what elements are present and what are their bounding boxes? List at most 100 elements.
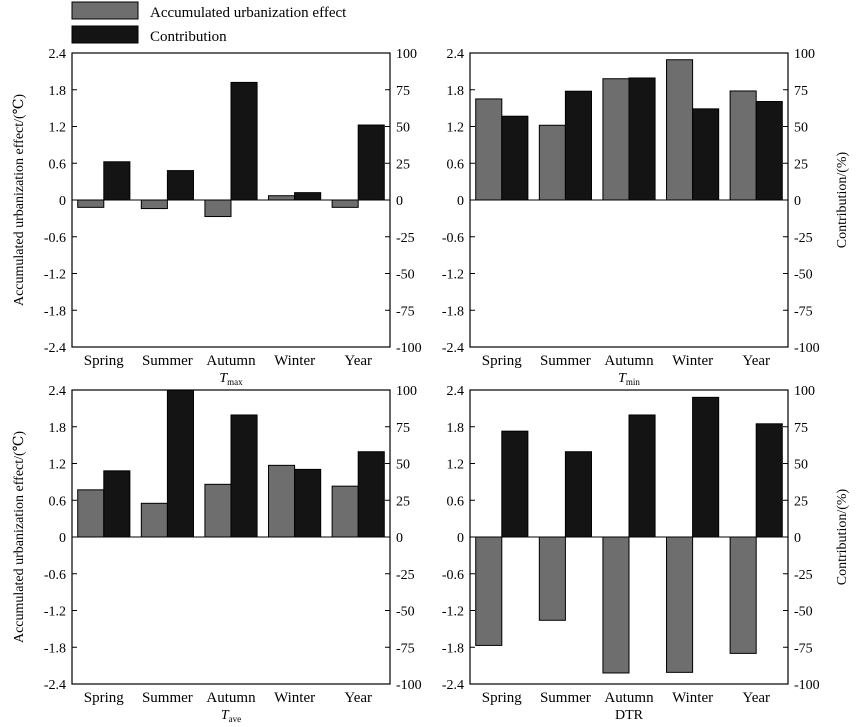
bar-urbanization-year: [729, 536, 757, 654]
right-tick-label: -100: [396, 341, 422, 356]
legend-label-contribution: Contribution: [150, 29, 227, 45]
category-label-summer: Summer: [142, 690, 193, 706]
category-label-spring: Spring: [84, 353, 125, 369]
right-tick-label: -75: [396, 304, 415, 319]
bar-urbanization-year: [331, 485, 359, 538]
bar-urbanization-spring: [77, 199, 105, 208]
right-tick-label: -25: [794, 231, 813, 246]
right-axis-title-bottom: Contribution/(%): [835, 488, 850, 585]
legend-label-urbanization-effect: Accumulated urbanization effect: [150, 5, 347, 21]
bar-contribution-winter: [692, 396, 720, 538]
left-tick-label: 2.4: [447, 384, 465, 399]
left-tick-label: -2.4: [442, 678, 464, 693]
bar-urbanization-year: [331, 199, 359, 208]
right-tick-label: -100: [794, 678, 820, 693]
bar-urbanization-summer: [140, 502, 168, 538]
legend-swatch-urbanization-effect: [71, 1, 139, 20]
bar-urbanization-spring: [77, 489, 105, 538]
right-tick-label: 75: [794, 421, 808, 436]
right-tick-label: -100: [794, 341, 820, 356]
left-axis-title-bottom: Accumulated urbanization effect/(℃): [12, 431, 27, 643]
category-label-winter: Winter: [672, 690, 713, 706]
left-tick-label: 0: [59, 194, 66, 209]
bar-contribution-autumn: [628, 414, 656, 538]
left-tick-label: 1.2: [447, 121, 465, 136]
category-label-year: Year: [344, 353, 372, 369]
right-tick-label: -75: [794, 304, 813, 319]
bar-contribution-autumn: [230, 414, 258, 538]
right-tick-label: 75: [794, 84, 808, 99]
bar-urbanization-winter: [268, 195, 296, 201]
right-tick-label: 0: [794, 531, 801, 546]
right-tick-label: 25: [396, 157, 410, 172]
right-tick-label: -100: [396, 678, 422, 693]
left-tick-label: 0: [59, 531, 66, 546]
category-label-spring: Spring: [482, 690, 523, 706]
right-tick-label: -50: [396, 605, 415, 620]
panel-dtr: 2.4 1.8 1.2 0.6 0 -0.6 -1.2 -1.8 -2.4 100 75 50 25 0 -…: [442, 384, 820, 723]
bar-contribution-summer: [564, 90, 592, 201]
bar-contribution-year: [755, 423, 783, 538]
category-label-autumn: Autumn: [206, 690, 256, 706]
right-tick-label: 100: [794, 47, 815, 62]
category-label-spring: Spring: [482, 353, 523, 369]
bar-contribution-spring: [501, 430, 529, 538]
legend: Accumulated urbanization effect Contribu…: [71, 1, 347, 45]
left-tick-label: 1.2: [49, 458, 67, 473]
left-tick-label: -1.8: [442, 641, 464, 656]
bar-contribution-summer: [166, 170, 194, 201]
left-tick-label: 0: [457, 531, 464, 546]
right-tick-label: 50: [396, 458, 410, 473]
bar-contribution-summer: [166, 389, 194, 538]
left-tick-label: 0.6: [447, 494, 465, 509]
bar-contribution-spring: [501, 115, 529, 201]
left-tick-label: -1.8: [442, 304, 464, 319]
left-axis-title-top: Accumulated urbanization effect/(℃): [12, 94, 27, 306]
bar-contribution-winter: [294, 468, 322, 538]
bar-urbanization-spring: [475, 536, 503, 646]
bar-contribution-summer: [564, 451, 592, 538]
left-tick-label: -1.2: [442, 605, 464, 620]
bar-urbanization-spring: [475, 98, 503, 201]
bar-urbanization-winter: [666, 536, 694, 673]
panel-tmax: 2.4 1.8 1.2 0.6 0 -0.6 -1.2 -1.8 -2.4 100 75 50 25 0 -…: [44, 47, 422, 387]
right-tick-label: -75: [396, 641, 415, 656]
right-tick-label: 100: [794, 384, 815, 399]
bar-contribution-year: [357, 124, 385, 201]
left-tick-label: -1.2: [44, 268, 66, 283]
right-tick-label: -75: [794, 641, 813, 656]
left-tick-label: -2.4: [44, 341, 66, 356]
left-tick-label: -1.2: [442, 268, 464, 283]
bar-contribution-spring: [103, 161, 131, 201]
right-tick-label: 50: [396, 121, 410, 136]
bar-contribution-autumn: [230, 81, 258, 201]
right-tick-label: 50: [794, 121, 808, 136]
category-label-winter: Winter: [274, 353, 315, 369]
category-label-year: Year: [742, 690, 770, 706]
category-label-autumn: Autumn: [604, 353, 654, 369]
left-tick-label: 1.2: [447, 458, 465, 473]
left-tick-label: 0: [457, 194, 464, 209]
bar-urbanization-winter: [268, 464, 296, 538]
left-tick-label: -2.4: [442, 341, 464, 356]
bar-contribution-spring: [103, 470, 131, 538]
category-label-summer: Summer: [142, 353, 193, 369]
right-tick-label: -50: [794, 605, 813, 620]
panel-title: DTR: [615, 708, 644, 723]
legend-swatch-contribution: [71, 25, 139, 44]
right-tick-label: -50: [794, 268, 813, 283]
right-tick-label: 75: [396, 84, 410, 99]
right-tick-label: 100: [396, 384, 417, 399]
right-tick-label: 100: [396, 47, 417, 62]
left-tick-label: 2.4: [447, 47, 465, 62]
left-tick-label: 1.8: [447, 421, 465, 436]
left-tick-label: -0.6: [442, 568, 464, 583]
right-tick-label: 0: [396, 194, 403, 209]
bar-urbanization-summer: [538, 124, 566, 201]
left-tick-label: 0.6: [447, 157, 465, 172]
right-tick-label: 0: [396, 531, 403, 546]
panel-title: Tave: [221, 708, 241, 724]
bar-contribution-winter: [692, 108, 720, 201]
right-tick-label: 25: [794, 494, 808, 509]
